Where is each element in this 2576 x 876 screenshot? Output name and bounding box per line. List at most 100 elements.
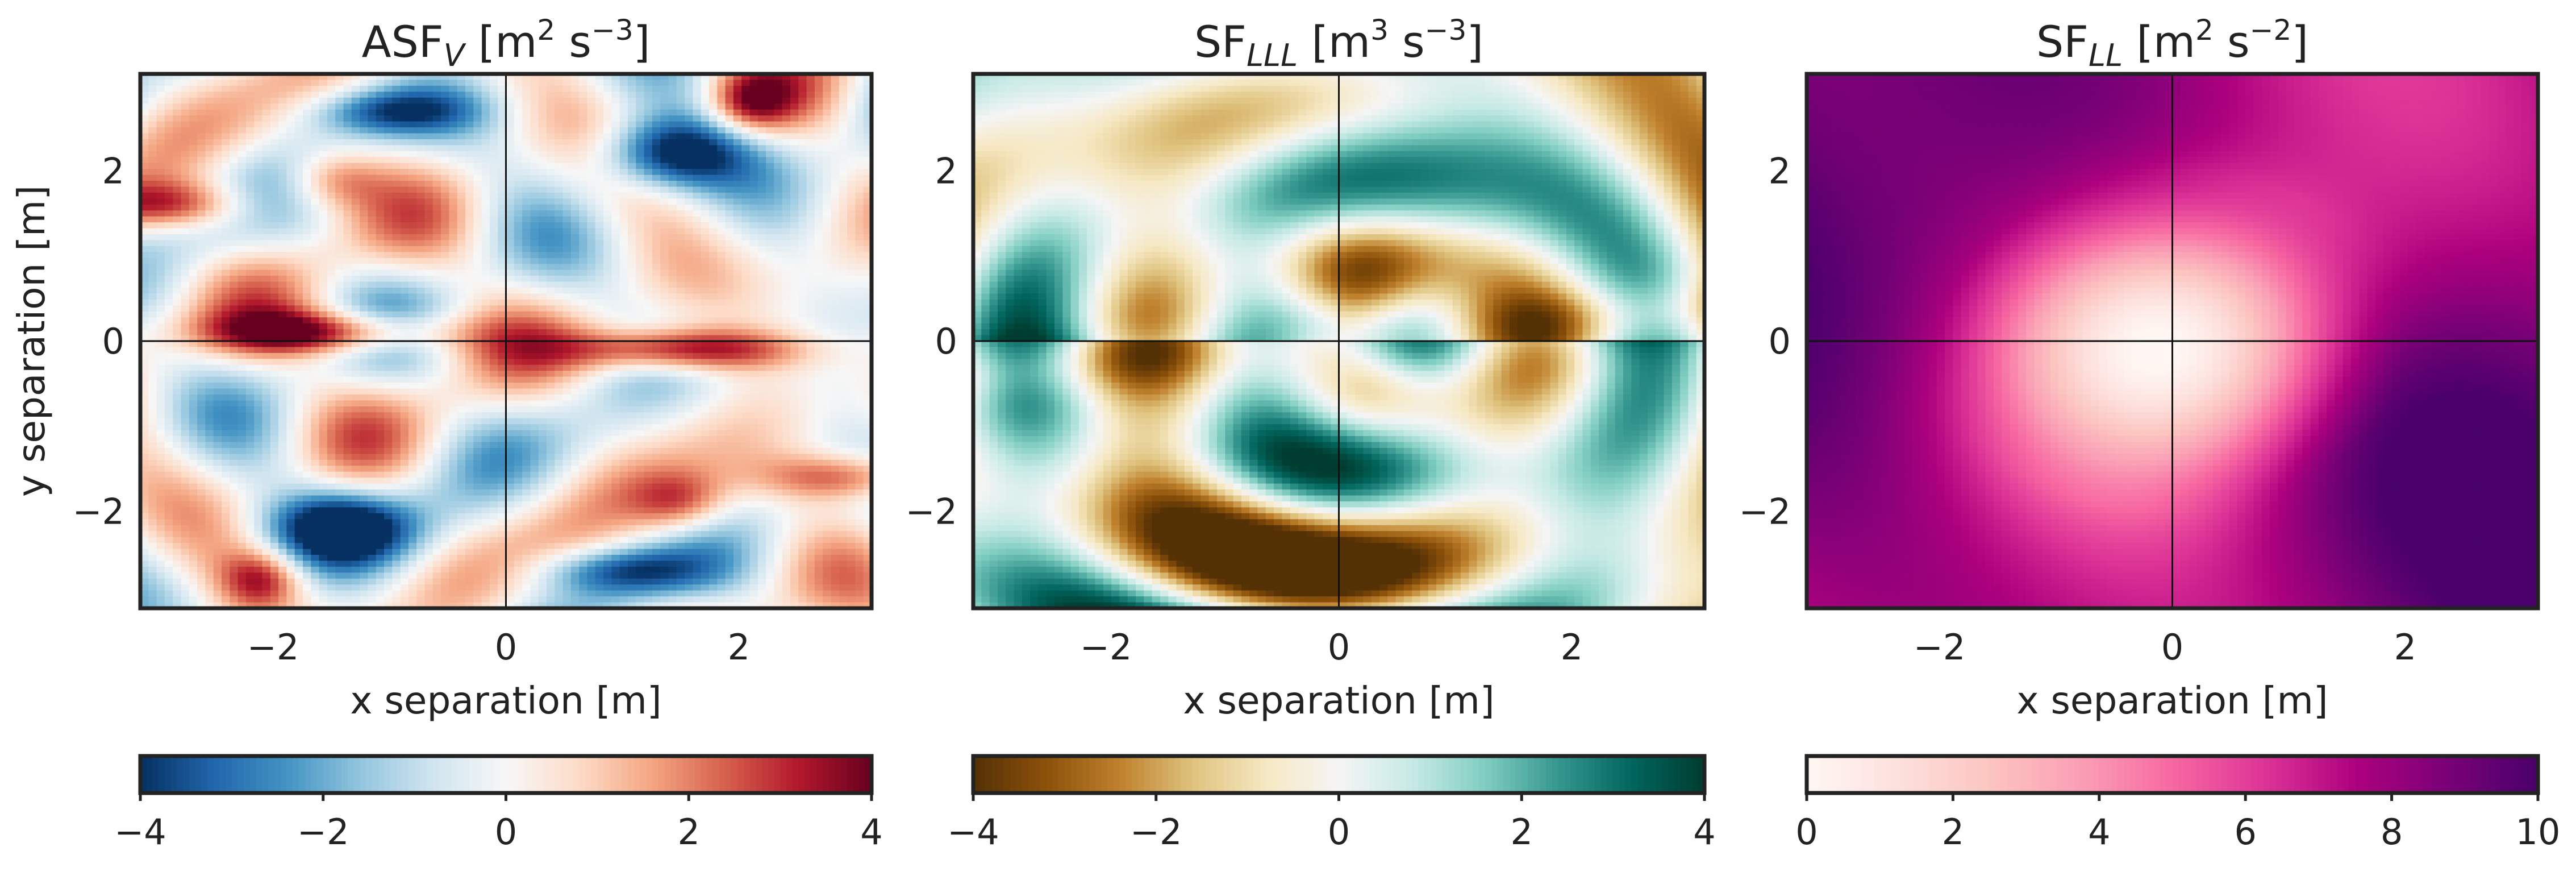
heatmap-cell (636, 258, 644, 264)
heatmap-cell (677, 169, 685, 175)
heatmap-cell (685, 329, 693, 335)
heatmap-cell (766, 217, 774, 223)
heatmap-cell (506, 205, 515, 211)
heatmap-cell (798, 389, 807, 395)
heatmap-cell (733, 163, 742, 169)
heatmap-cell (286, 312, 295, 318)
heatmap-cell (473, 98, 482, 104)
heatmap-cell (766, 312, 774, 318)
heatmap-cell (652, 371, 661, 377)
heatmap-cell (319, 371, 328, 377)
heatmap-cell (733, 270, 742, 276)
heatmap-cell (335, 359, 344, 365)
heatmap-cell (295, 234, 303, 240)
heatmap-cell (587, 300, 596, 306)
heatmap-cell (222, 145, 230, 151)
heatmap-cell (425, 234, 433, 240)
heatmap-cell (197, 288, 206, 294)
heatmap-cell (222, 98, 230, 104)
heatmap-cell (733, 169, 742, 175)
heatmap-cell (173, 122, 181, 128)
heatmap-cell (482, 163, 490, 169)
heatmap-cell (563, 300, 572, 306)
heatmap-cell (303, 122, 311, 128)
heatmap-cell (798, 300, 807, 306)
heatmap-cell (392, 175, 401, 181)
heatmap-cell (628, 389, 636, 395)
heatmap-cell (433, 122, 441, 128)
heatmap-cell (855, 198, 864, 205)
heatmap-cell (416, 365, 425, 371)
heatmap-cell (758, 276, 766, 282)
heatmap-cell (311, 395, 319, 401)
heatmap-cell (726, 347, 734, 353)
heatmap-cell (441, 186, 449, 193)
heatmap-cell (611, 122, 620, 128)
heatmap-cell (157, 198, 165, 205)
heatmap-cell (547, 383, 555, 389)
heatmap-cell (847, 365, 856, 371)
heatmap-cell (587, 293, 596, 300)
heatmap-cell (855, 133, 864, 139)
heatmap-cell (823, 181, 831, 187)
heatmap-cell (246, 139, 255, 146)
heatmap-cell (595, 115, 604, 122)
heatmap-cell (230, 217, 238, 223)
heatmap-cell (230, 169, 238, 175)
heatmap-cell (205, 365, 214, 371)
heatmap-cell (222, 282, 230, 288)
heatmap-cell (555, 389, 563, 395)
heatmap-cell (709, 210, 718, 217)
heatmap-cell (148, 133, 157, 139)
heatmap-cell (669, 181, 677, 187)
heatmap-cell (189, 293, 198, 300)
heatmap-cell (669, 323, 677, 330)
heatmap-cell (473, 122, 482, 128)
heatmap-cell (303, 323, 311, 330)
heatmap-cell (189, 329, 198, 335)
heatmap-cell (741, 282, 750, 288)
heatmap-cell (473, 359, 482, 365)
heatmap-cell (644, 127, 653, 134)
heatmap-cell (782, 246, 791, 252)
heatmap-cell (644, 389, 653, 395)
heatmap-cell (693, 317, 701, 323)
heatmap-cell (165, 276, 173, 282)
heatmap-cell (733, 240, 742, 246)
heatmap-cell (189, 234, 198, 240)
heatmap-cell (165, 133, 173, 139)
heatmap-cell (482, 210, 490, 217)
heatmap-cell (766, 122, 774, 128)
heatmap-cell (319, 270, 328, 276)
heatmap-cell (733, 282, 742, 288)
heatmap-cell (214, 186, 222, 193)
heatmap-cell (311, 157, 319, 163)
heatmap-cell (449, 347, 457, 353)
heatmap-cell (295, 400, 303, 406)
heatmap-cell (603, 103, 612, 110)
heatmap-cell (782, 353, 791, 359)
heatmap-cell (286, 92, 295, 98)
heatmap-cell (157, 288, 165, 294)
heatmap-cell (360, 359, 368, 365)
heatmap-cell (823, 264, 831, 270)
heatmap-cell (644, 288, 653, 294)
heatmap-cell (295, 169, 303, 175)
heatmap-cell (498, 359, 506, 365)
heatmap-cell (384, 157, 393, 163)
heatmap-cell (701, 317, 710, 323)
heatmap-cell (490, 145, 498, 151)
heatmap-cell (685, 258, 693, 264)
heatmap-cell (278, 293, 287, 300)
heatmap-cell (750, 276, 758, 282)
heatmap-cell (278, 193, 287, 199)
heatmap-cell (157, 110, 165, 116)
heatmap-cell (344, 193, 352, 199)
heatmap-cell (839, 181, 848, 187)
heatmap-cell (425, 347, 433, 353)
heatmap-cell (311, 222, 319, 229)
heatmap-cell (563, 317, 572, 323)
heatmap-cell (270, 383, 279, 389)
heatmap-cell (766, 389, 774, 395)
heatmap-cell (539, 157, 547, 163)
